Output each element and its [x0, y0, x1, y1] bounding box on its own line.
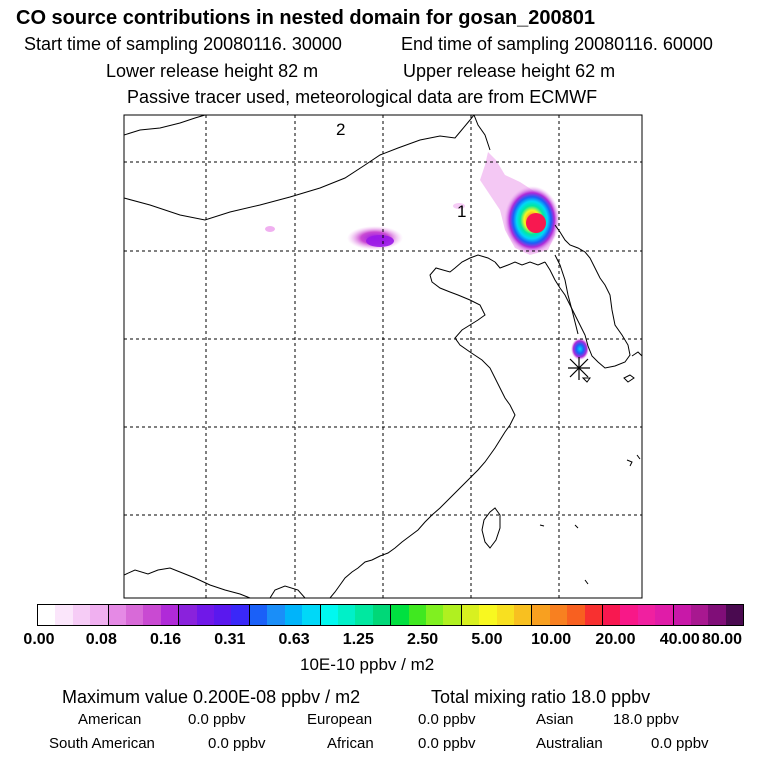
map-title: CO source contributions in nested domain… — [16, 7, 596, 29]
colorbar-segment — [160, 605, 180, 625]
concentration-plumes — [265, 152, 589, 360]
colorbar-segment — [725, 605, 744, 625]
colorbar-segment — [461, 605, 480, 625]
total-mixing-ratio: Total mixing ratio 18.0 ppbv — [431, 687, 651, 707]
colorbar-tick-label: 20.00 — [595, 631, 636, 648]
map-label-1: 1 — [457, 202, 466, 221]
colorbar-segment — [513, 605, 533, 625]
tracer-note: Passive tracer used, meteorological data… — [127, 87, 598, 107]
colorbar-segment — [214, 605, 232, 625]
colorbar-segment — [267, 605, 285, 625]
colorbar-segment — [425, 605, 444, 625]
colorbar-segment — [179, 605, 197, 625]
region-name: Asian — [536, 711, 574, 728]
colorbar-tick-label: 0.08 — [85, 631, 117, 648]
colorbar-segment — [90, 605, 109, 625]
region-name: European — [307, 711, 373, 728]
colorbar-segment — [691, 605, 709, 625]
colorbar-tick-label: 2.50 — [407, 631, 439, 648]
region-value: 0.0 ppbv — [208, 735, 266, 752]
lat-lon-grid — [124, 115, 642, 598]
colorbar-segment — [108, 605, 127, 625]
colorbar-tick-label: 0.63 — [278, 631, 310, 648]
region-value: 0.0 ppbv — [651, 735, 709, 752]
end-time: End time of sampling 20080116. 60000 — [401, 34, 713, 54]
colorbar-segment — [196, 605, 215, 625]
colorbar-segment — [673, 605, 692, 625]
colorbar-segment — [708, 605, 726, 625]
colorbar-segment — [126, 605, 144, 625]
maximum-value: Maximum value 0.200E-08 ppbv / m2 — [62, 687, 361, 707]
colorbar-segment — [72, 605, 91, 625]
colorbar-segment — [584, 605, 603, 625]
map-label-2: 2 — [336, 120, 345, 139]
colorbar-segment — [637, 605, 656, 625]
colorbar-segment — [479, 605, 497, 625]
colorbar-segment — [620, 605, 638, 625]
colorbar-segment — [603, 605, 621, 625]
region-name: Australian — [536, 735, 603, 752]
region-name: African — [327, 735, 374, 752]
colorbar-tick-label: 0.16 — [149, 631, 182, 648]
colorbar-segment — [408, 605, 426, 625]
colorbar-unit: 10E-10 ppbv / m2 — [300, 655, 435, 674]
colorbar-segment — [655, 605, 674, 625]
colorbar-segment — [567, 605, 585, 625]
colorbar-segment — [55, 605, 73, 625]
colorbar-tick-label: 1.25 — [342, 631, 374, 648]
region-value: 0.0 ppbv — [418, 735, 476, 752]
colorbar-segment — [337, 605, 356, 625]
colorbar-tick-label: 0.31 — [214, 631, 246, 648]
colorbar-segment — [249, 605, 268, 625]
coastlines — [124, 115, 642, 598]
colorbar-segment — [355, 605, 373, 625]
region-value: 0.0 ppbv — [188, 711, 246, 728]
colorbar — [37, 604, 744, 626]
colorbar-segment — [143, 605, 161, 625]
region-name: South American — [49, 735, 155, 752]
colorbar-tick-label: 40.00 — [659, 631, 700, 648]
colorbar-segment — [38, 605, 56, 625]
map-canvas: 2 1 — [123, 114, 643, 599]
colorbar-segment — [532, 605, 550, 625]
region-value: 18.0 ppbv — [613, 711, 679, 728]
colorbar-segment — [496, 605, 514, 625]
map-frame — [123, 114, 643, 599]
colorbar-segment — [391, 605, 409, 625]
region-name: American — [78, 711, 142, 728]
colorbar-segment — [549, 605, 568, 625]
colorbar-segment — [320, 605, 338, 625]
colorbar-segment — [302, 605, 321, 625]
colorbar-tick-label: 0.00 — [23, 631, 55, 648]
region-value: 0.0 ppbv — [418, 711, 476, 728]
lower-release-height: Lower release height 82 m — [106, 61, 319, 81]
colorbar-segment — [231, 605, 250, 625]
colorbar-tick-label: 10.00 — [531, 631, 572, 648]
colorbar-segment — [443, 605, 462, 625]
colorbar-tick-label: 5.00 — [471, 631, 503, 648]
upper-release-height: Upper release height 62 m — [403, 61, 616, 81]
colorbar-tick-label: 80.00 — [701, 631, 743, 648]
colorbar-segment — [372, 605, 392, 625]
colorbar-segment — [284, 605, 303, 625]
star-icon — [568, 357, 590, 380]
start-time: Start time of sampling 20080116. 30000 — [24, 34, 342, 54]
